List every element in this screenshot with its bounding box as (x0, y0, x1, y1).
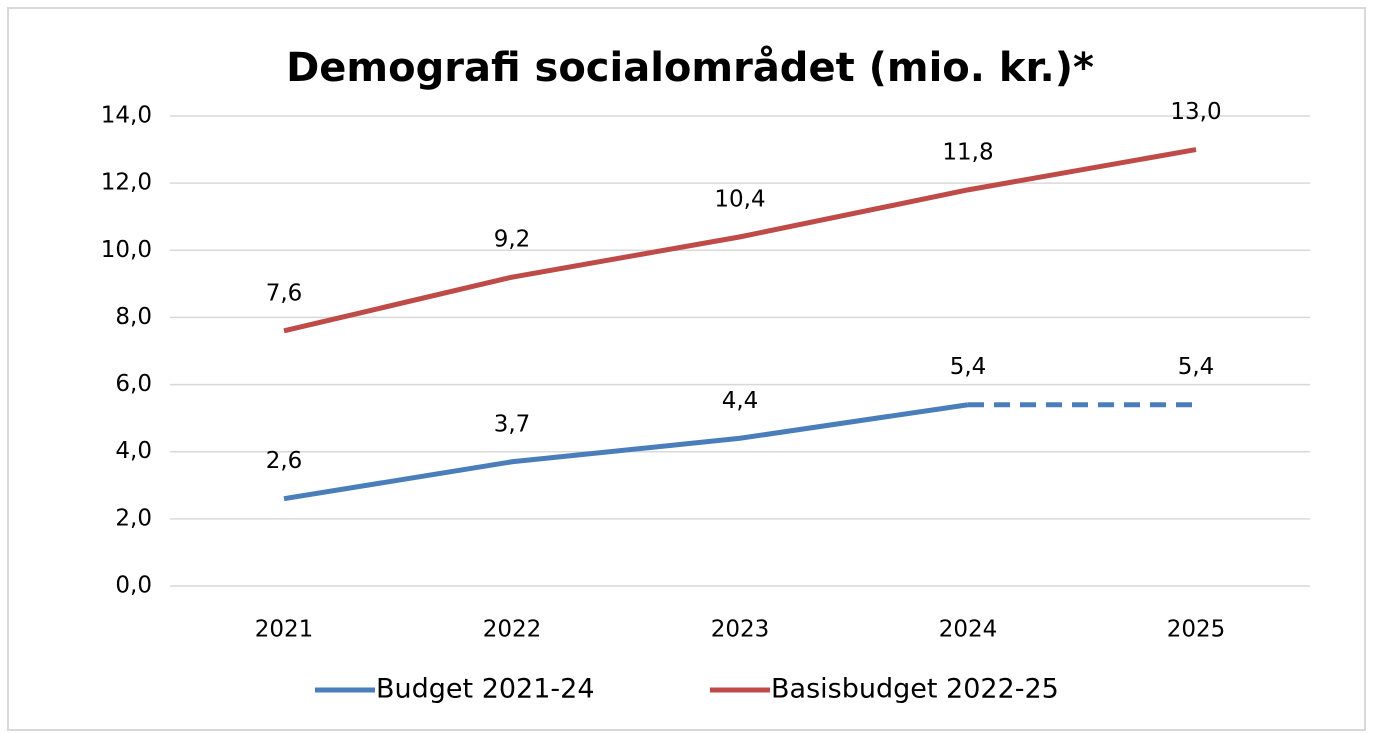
y-tick-label: 2,0 (115, 505, 152, 531)
x-tick-label: 2023 (711, 617, 770, 643)
data-label: 3,7 (494, 411, 531, 437)
x-tick-label: 2024 (939, 617, 998, 643)
y-tick-label: 0,0 (115, 573, 152, 599)
legend-label: Basisbudget 2022-25 (771, 674, 1059, 705)
chart-title: Demografi socialområdet (mio. kr.)* (286, 44, 1094, 91)
data-label: 11,8 (942, 139, 993, 165)
x-tick-label: 2021 (255, 617, 314, 643)
data-label: 2,6 (266, 448, 303, 474)
data-label: 13,0 (1170, 99, 1221, 125)
data-label: 7,6 (266, 280, 303, 306)
y-tick-label: 4,0 (115, 438, 152, 464)
series-line (283, 147, 1197, 334)
chart-border (7, 7, 1366, 731)
data-label: 10,4 (714, 186, 765, 212)
y-tick-label: 8,0 (115, 304, 152, 330)
y-tick-label: 12,0 (101, 170, 152, 196)
data-label: 5,4 (1178, 354, 1215, 380)
y-tick-label: 6,0 (115, 371, 152, 397)
x-tick-label: 2022 (483, 617, 542, 643)
data-label: 9,2 (494, 227, 531, 253)
data-label: 5,4 (950, 354, 987, 380)
data-label: 4,4 (722, 388, 759, 414)
x-tick-label: 2025 (1167, 617, 1226, 643)
legend-label: Budget 2021-24 (376, 674, 595, 705)
y-tick-label: 10,0 (101, 237, 152, 263)
y-tick-label: 14,0 (101, 103, 152, 129)
series-line (283, 402, 969, 502)
